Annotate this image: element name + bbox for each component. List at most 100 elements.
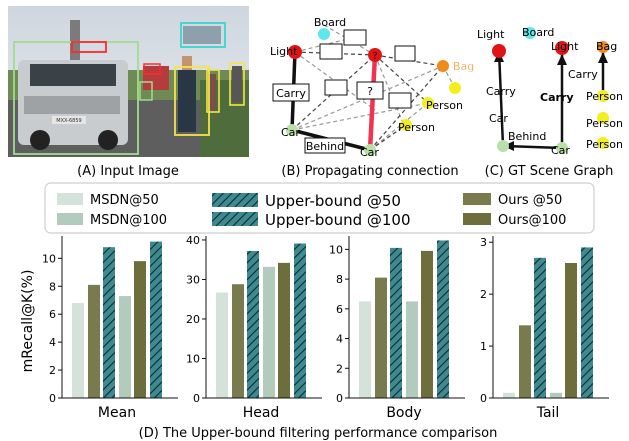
legend-label-ours100: Ours@100 — [498, 213, 566, 228]
caption-a: (A) Input Image — [77, 164, 179, 179]
y-tick-label: 2 — [49, 364, 56, 377]
bar-head-upperbound100 — [294, 243, 306, 398]
node-car-1: Car — [281, 126, 300, 139]
legend-label-msdn50: MSDN@50 — [90, 193, 159, 208]
bar-head-upperbound50 — [247, 251, 259, 398]
gt-node-bag: Bag — [596, 40, 617, 53]
node-board: Board — [314, 16, 346, 29]
legend-label-msdn100: MSDN@100 — [90, 213, 167, 228]
gt-edge-behind: Behind — [508, 130, 546, 143]
y-tick-label: 6 — [336, 303, 343, 316]
bar-tail-upperbound100 — [581, 247, 593, 398]
legend-swatch-upper50 — [212, 193, 258, 207]
y-axis-label: mRecall@K(%) — [20, 270, 36, 373]
caption-c: (C) GT Scene Graph — [485, 164, 614, 179]
bar-body-upperbound50 — [390, 247, 402, 398]
edge-label-carry: Carry — [276, 87, 306, 100]
node-bag: Bag — [453, 60, 474, 73]
license-plate-text: MXX-6859 — [56, 118, 81, 124]
propagating-graph: ? Carry Behind ? Board Light Bag Person … — [270, 16, 474, 159]
bar-head-msdn50 — [216, 292, 228, 398]
y-tick-label: 8 — [49, 280, 56, 293]
y-tick-label: 10 — [329, 243, 343, 256]
y-tick-label: 0 — [336, 392, 343, 405]
bar-mean-ours50 — [88, 284, 100, 398]
gt-node-car-1: Car — [489, 112, 508, 125]
legend-item-msdn50: MSDN@50 — [57, 193, 159, 208]
gt-edge-carry-1: Carry — [486, 85, 516, 98]
y-tick-label: 0 — [193, 392, 200, 405]
legend-swatch-ours50 — [463, 193, 491, 205]
chart-panel-mean: 0 2 4 6 8 10 Mean — [42, 236, 178, 421]
bar-body-msdn100 — [406, 301, 418, 398]
caption-d: (D) The Upper-bound filtering performanc… — [139, 426, 498, 441]
gt-node-light-1: Light — [477, 28, 505, 41]
y-tick-label: 20 — [186, 313, 200, 326]
y-tick-label: 3 — [480, 236, 487, 249]
input-image: MXX-6859 — [8, 6, 249, 157]
legend-swatch-upper100 — [212, 212, 258, 226]
gt-node-person-3: Person — [586, 138, 623, 151]
bar-tail-ours50 — [519, 325, 531, 398]
node-unknown-text: ? — [372, 51, 377, 62]
legend-label-ours50: Ours @50 — [498, 193, 562, 208]
bar-charts: 0 2 4 6 8 10 Mean 0 10 20 30 40 Head 0 2 4 6 8 10 Body 0 1 2 3 T… — [42, 234, 609, 421]
bar-head-ours100 — [278, 262, 290, 398]
y-tick-label: 6 — [49, 308, 56, 321]
chart-panel-head: 0 10 20 30 40 Head — [186, 234, 322, 421]
gt-scene-graph: Light Board Light Bag Car Car Person Per… — [477, 26, 623, 157]
bar-tail-msdn100 — [550, 392, 562, 398]
x-axis-label-mean: Mean — [98, 405, 136, 421]
edge-label-behind: Behind — [306, 140, 344, 153]
legend-item-msdn100: MSDN@100 — [57, 213, 167, 228]
bar-tail-ours100 — [565, 263, 577, 398]
legend-item-ours100: Ours@100 — [463, 213, 566, 228]
bar-head-msdn100 — [263, 266, 275, 398]
y-tick-label: 4 — [49, 336, 56, 349]
gt-node-person-1: Person — [586, 90, 623, 103]
y-tick-label: 8 — [336, 273, 343, 286]
node-light: Light — [270, 45, 298, 58]
legend-item-upper100: Upper-bound @100 — [212, 211, 411, 229]
legend-swatch-ours100 — [463, 213, 491, 225]
gt-edge-carry-2: Carry — [540, 91, 574, 104]
legend-item-upper50: Upper-bound @50 — [212, 192, 401, 210]
bar-mean-msdn100 — [119, 296, 131, 398]
gt-node-light-2: Light — [551, 40, 579, 53]
bar-body-msdn50 — [359, 301, 371, 398]
y-tick-label: 0 — [480, 392, 487, 405]
legend-label-upper50: Upper-bound @50 — [265, 192, 401, 210]
bar-mean-upperbound100 — [150, 241, 162, 398]
y-tick-label: 0 — [49, 392, 56, 405]
bar-tail-msdn50 — [503, 392, 515, 398]
y-tick-label: 40 — [186, 234, 200, 247]
chart-panel-tail: 0 1 2 3 Tail — [480, 236, 609, 421]
node-car-2: Car — [360, 146, 379, 159]
gt-node-board: Board — [522, 26, 554, 39]
node-person-2: Person — [398, 121, 435, 134]
legend-item-ours50: Ours @50 — [463, 193, 562, 208]
bar-mean-ours100 — [134, 261, 146, 398]
y-tick-label: 30 — [186, 273, 200, 286]
bar-tail-upperbound50 — [534, 257, 546, 398]
bar-body-upperbound100 — [437, 240, 449, 398]
legend: MSDN@50 MSDN@100 Upper-bound @50 Upper-b… — [44, 182, 595, 234]
bar-mean-upperbound50 — [103, 247, 115, 398]
bar-body-ours50 — [375, 277, 387, 398]
gt-node-car-2: Car — [551, 144, 570, 157]
node-person-1: Person — [426, 99, 463, 112]
gt-edge-carry-3: Carry — [568, 68, 598, 81]
bar-mean-msdn50 — [72, 303, 84, 398]
bar-head-ours50 — [232, 284, 244, 398]
y-tick-label: 2 — [336, 362, 343, 375]
gt-node-person-2: Person — [586, 117, 623, 130]
chart-panel-body: 0 2 4 6 8 10 Body — [329, 236, 465, 421]
legend-swatch-msdn100 — [57, 213, 83, 225]
y-tick-label: 10 — [186, 352, 200, 365]
edge-label-unknown: ? — [367, 85, 373, 98]
legend-swatch-msdn50 — [57, 193, 83, 205]
x-axis-label-body: Body — [386, 405, 421, 421]
y-tick-label: 2 — [480, 288, 487, 301]
x-axis-label-tail: Tail — [536, 405, 560, 421]
